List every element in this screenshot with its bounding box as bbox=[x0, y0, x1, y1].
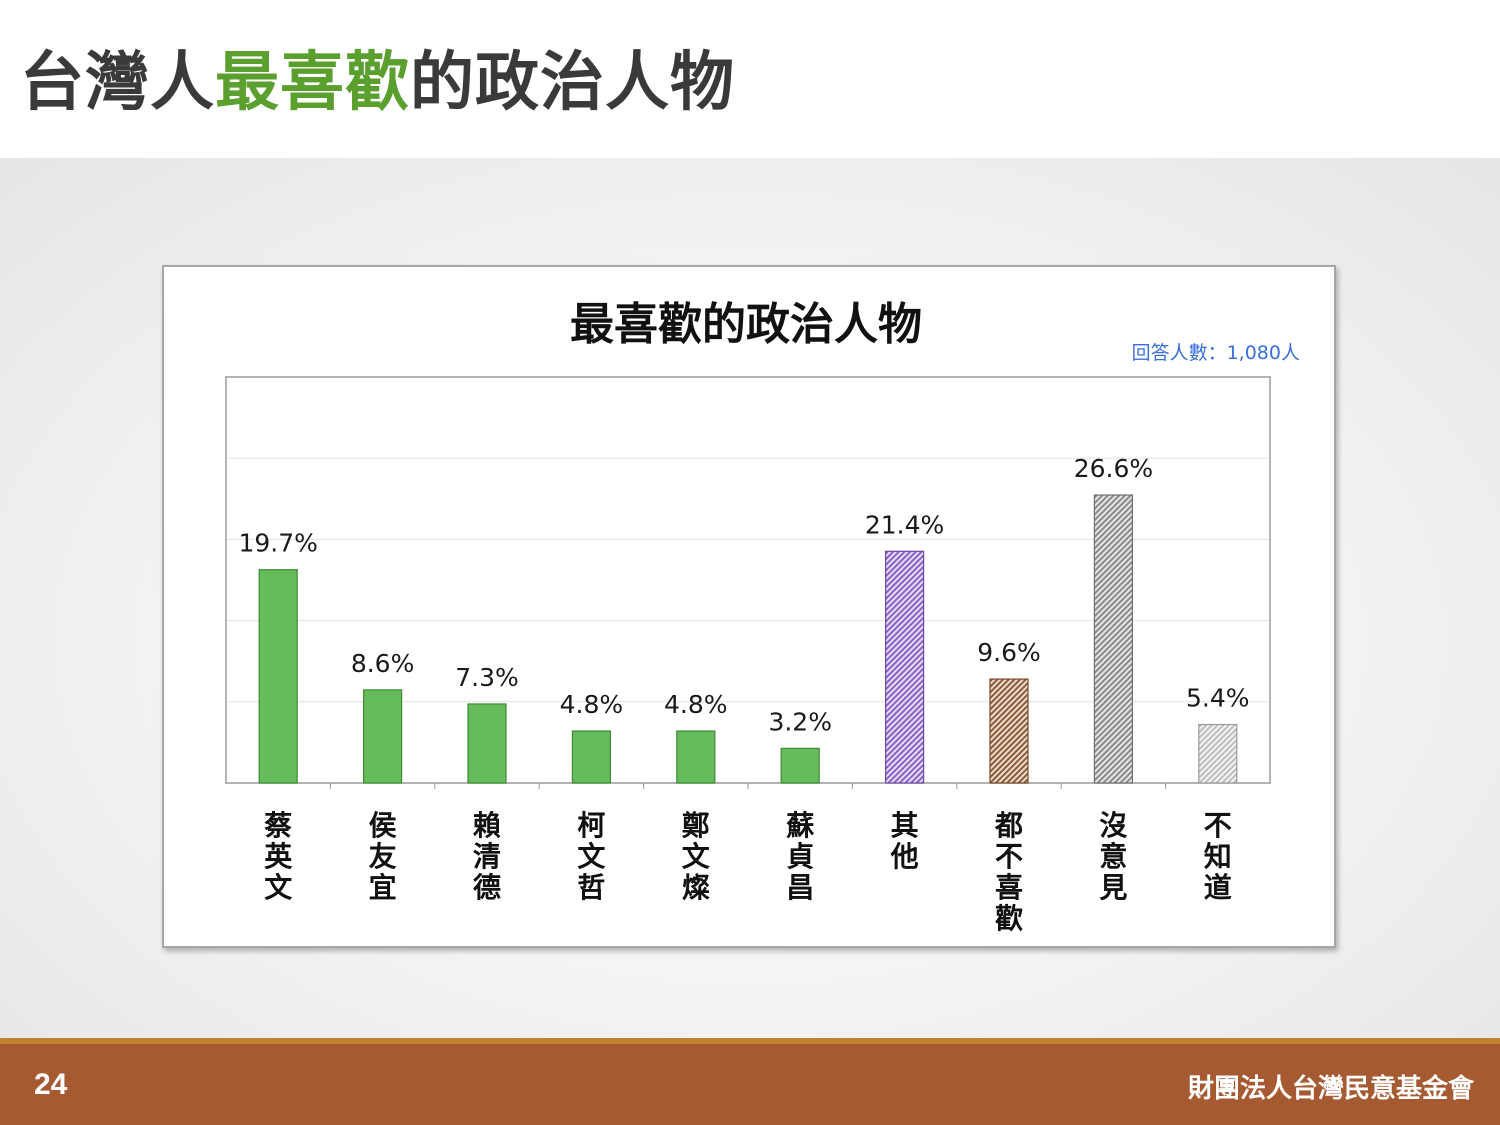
bar-chart: 最喜歡的政治人物 回答人數：1,080人 19.7% 8.6% 7.3% 4.8% 4.… bbox=[225, 299, 1300, 935]
bar-其他 bbox=[884, 550, 925, 784]
page-number: 24 bbox=[34, 1068, 68, 1101]
category-label: 沒意見 bbox=[1099, 809, 1127, 904]
bar-不知道 bbox=[1198, 723, 1238, 784]
bar-蘇貞昌 bbox=[780, 747, 820, 784]
bar-賴清德 bbox=[467, 703, 507, 784]
category-labels: 蔡英文 侯友宜 賴清德 柯文哲 鄭文燦 蘇貞昌 其他 都不喜歡 沒意見 不知道 bbox=[264, 809, 1232, 935]
category-label: 賴清德 bbox=[473, 809, 501, 904]
value-labels: 19.7% 8.6% 7.3% 4.8% 4.8% 3.2% 21.4% 9.6% 26.6% 5… bbox=[238, 454, 1249, 736]
chart-frame: 最喜歡的政治人物 回答人數：1,080人 19.7% 8.6% 7.3% 4.8% 4.… bbox=[162, 265, 1336, 948]
footer-bar: 24 財團法人台灣民意基金會 bbox=[0, 1044, 1500, 1125]
value-label: 9.6% bbox=[977, 638, 1041, 667]
category-label: 蔡英文 bbox=[264, 809, 293, 904]
value-label: 19.7% bbox=[238, 529, 317, 558]
category-label: 柯文哲 bbox=[577, 809, 605, 904]
bar-侯友宜 bbox=[363, 689, 403, 784]
organization-name: 財團法人台灣民意基金會 bbox=[1187, 1074, 1474, 1104]
bar-鄭文燦 bbox=[676, 730, 716, 784]
category-label: 都不喜歡 bbox=[994, 809, 1023, 935]
value-label: 5.4% bbox=[1186, 684, 1250, 713]
category-label: 其他 bbox=[890, 809, 919, 873]
category-label: 不知道 bbox=[1204, 809, 1232, 904]
respondent-count-note: 回答人數：1,080人 bbox=[1132, 342, 1300, 364]
category-label: 侯友宜 bbox=[369, 809, 397, 904]
value-label: 3.2% bbox=[768, 707, 832, 736]
value-label: 26.6% bbox=[1074, 454, 1153, 483]
bar-沒意見 bbox=[1093, 494, 1134, 784]
title-part-1: 台灣人 bbox=[20, 46, 215, 120]
category-label: 蘇貞昌 bbox=[786, 809, 814, 904]
title-part-2: 的政治人物 bbox=[410, 46, 735, 120]
value-label: 21.4% bbox=[865, 510, 944, 539]
value-label: 4.8% bbox=[664, 690, 728, 719]
bar-蔡英文 bbox=[258, 569, 298, 784]
value-label: 8.6% bbox=[351, 649, 415, 678]
footer-accent-line bbox=[0, 1038, 1500, 1044]
bar-柯文哲 bbox=[571, 730, 611, 784]
slide-title: 台灣人最喜歡的政治人物 bbox=[20, 38, 735, 128]
value-label: 4.8% bbox=[560, 690, 624, 719]
bars bbox=[258, 494, 1238, 784]
category-ticks bbox=[329, 783, 1167, 789]
value-label: 7.3% bbox=[455, 663, 519, 692]
bar-都不喜歡 bbox=[989, 678, 1029, 784]
category-label: 鄭文燦 bbox=[682, 809, 711, 904]
title-highlight: 最喜歡 bbox=[215, 46, 410, 120]
chart-title: 最喜歡的政治人物 bbox=[570, 299, 922, 350]
